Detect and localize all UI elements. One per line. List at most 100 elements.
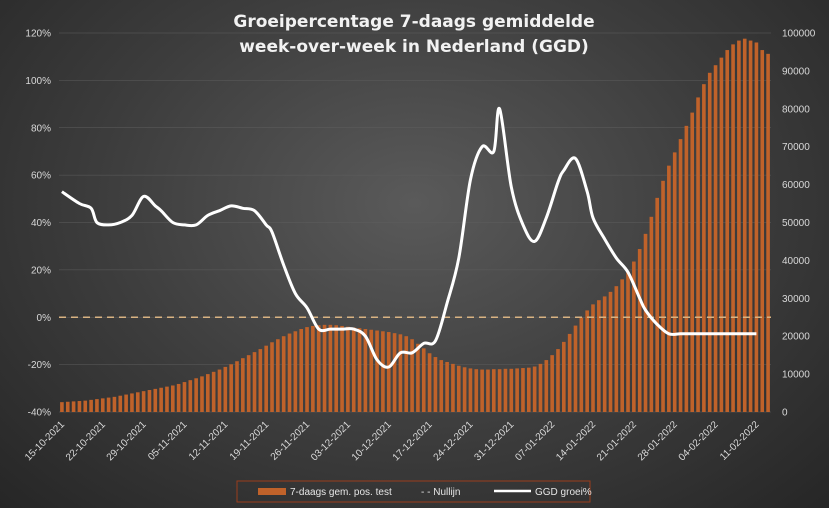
chart-title-line-2: week-over-week in Nederland (GGD) <box>239 37 589 57</box>
bar <box>112 396 117 412</box>
bar <box>89 399 93 412</box>
legend-bars-swatch <box>258 488 286 495</box>
bar <box>141 391 146 412</box>
bar <box>690 112 695 412</box>
bar <box>276 339 280 412</box>
y-right-tick-label: 60000 <box>782 180 810 191</box>
bar <box>252 352 257 412</box>
bar <box>672 152 677 412</box>
bar <box>451 363 455 412</box>
legend[interactable]: 7-daags gem. pos. test - - Nullijn GGD g… <box>236 480 592 503</box>
bar <box>410 339 414 412</box>
bar-series <box>60 38 770 413</box>
bar <box>643 233 648 412</box>
bar <box>725 50 730 413</box>
bar <box>322 324 327 412</box>
x-tick-label: 28-01-2022 <box>636 419 680 463</box>
gridlines <box>59 32 771 413</box>
bar <box>742 38 747 413</box>
bar <box>153 388 158 412</box>
bar <box>515 368 519 412</box>
bar <box>719 57 724 412</box>
legend-frame <box>236 480 591 503</box>
bar <box>65 401 70 412</box>
y-left-tick-label: 0% <box>37 313 52 324</box>
bar <box>649 216 654 412</box>
y-right-tick-label: 20000 <box>782 332 810 343</box>
x-tick-label: 11-02-2022 <box>718 419 762 463</box>
bar <box>188 380 193 412</box>
x-tick-label: 12-11-2021 <box>187 419 231 463</box>
bar <box>217 369 222 412</box>
bar <box>684 125 689 412</box>
bar <box>416 343 420 412</box>
y-right-tick-label: 10000 <box>782 370 810 381</box>
x-tick-label: 10-12-2021 <box>350 419 394 463</box>
bar <box>433 357 438 412</box>
bar <box>398 334 403 412</box>
bar <box>170 385 175 412</box>
bar <box>667 165 671 412</box>
bar <box>299 328 304 412</box>
bar <box>702 84 706 412</box>
bar <box>713 65 718 412</box>
y-left-tick-label: 40% <box>31 218 51 229</box>
bar <box>503 368 508 412</box>
bar <box>211 371 216 412</box>
bar <box>287 333 292 412</box>
bar <box>71 401 76 412</box>
bar <box>369 329 374 412</box>
bar <box>731 44 735 413</box>
bar <box>176 383 181 412</box>
bar <box>678 139 683 412</box>
bar <box>620 279 624 412</box>
bar <box>357 328 362 412</box>
x-tick-label: 22-10-2021 <box>64 419 108 463</box>
y-left-tick-label: 80% <box>31 123 51 134</box>
bar <box>316 325 321 412</box>
bar <box>363 328 368 412</box>
bar <box>556 349 560 412</box>
y-right-tick-label: 0 <box>782 408 788 419</box>
bar <box>468 368 473 412</box>
bar <box>573 325 578 412</box>
bar <box>165 386 169 412</box>
bar <box>381 331 385 412</box>
bar <box>200 376 204 412</box>
bar <box>497 369 502 412</box>
x-tick-label: 07-01-2022 <box>513 419 557 463</box>
bar <box>538 363 543 412</box>
bar <box>135 392 140 412</box>
bar <box>305 327 309 412</box>
y-right-tick-label: 80000 <box>782 104 810 115</box>
bar <box>392 333 397 412</box>
bar <box>100 398 105 412</box>
bar <box>661 180 665 412</box>
bar <box>462 367 467 412</box>
bar <box>95 399 99 412</box>
bar <box>655 197 660 412</box>
bar <box>597 300 601 412</box>
bar <box>118 395 123 412</box>
bar <box>509 368 514 412</box>
bar <box>77 401 82 412</box>
x-tick-label: 29-10-2021 <box>105 419 149 463</box>
bar <box>707 72 712 413</box>
x-tick-label: 05-11-2021 <box>146 419 190 463</box>
bar <box>264 345 268 412</box>
bar <box>328 324 333 412</box>
y-left-tick-label: 20% <box>31 265 51 276</box>
y-left-tick-label: 100% <box>25 76 51 87</box>
bar <box>760 50 765 413</box>
y-left-tick-label: -40% <box>28 408 51 419</box>
x-tick-label: 26-11-2021 <box>269 419 313 463</box>
x-tick-label: 14-01-2022 <box>554 419 598 463</box>
bar <box>544 360 549 412</box>
bar <box>632 261 636 412</box>
bar <box>235 361 239 412</box>
bar <box>567 333 572 412</box>
y-axis-left: -40% -20% 0% 20% 40% 60% 80% 100% 120% <box>25 29 51 419</box>
legend-bars-label: 7-daags gem. pos. test <box>290 487 392 498</box>
bar <box>346 326 350 412</box>
